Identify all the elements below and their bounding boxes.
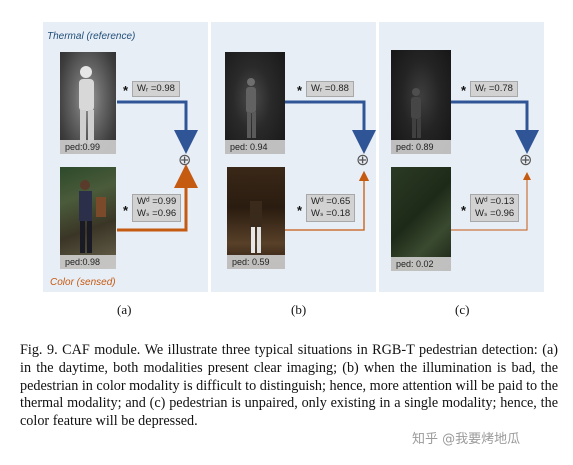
pedestrian-figure bbox=[79, 180, 106, 253]
wd-weight: Wᵈ =0.13 bbox=[475, 196, 515, 207]
subfigure-label-a: (a) bbox=[117, 302, 132, 317]
color-ped-score: ped: 0.02 bbox=[391, 257, 451, 271]
wt-weight-box: Wᵣ =0.78 bbox=[470, 81, 518, 97]
multiply-star: * bbox=[297, 203, 303, 218]
wt-weight-box: Wᵣ =0.88 bbox=[306, 81, 354, 97]
thermal-reference-label: Thermal (reference) bbox=[47, 31, 136, 42]
wd-ws-weight-box: Wᵈ =0.65 Wₛ =0.18 bbox=[306, 194, 356, 222]
multiply-star: * bbox=[123, 83, 129, 98]
ws-weight: Wₛ =0.18 bbox=[311, 208, 351, 219]
sum-operator: ⊕ bbox=[178, 150, 192, 169]
multiply-star: * bbox=[461, 83, 467, 98]
multiply-star: * bbox=[123, 203, 129, 218]
thermal-ped-score: ped: 0.94 bbox=[225, 140, 285, 154]
wd-ws-weight-box: Wᵈ =0.13 Wₛ =0.96 bbox=[470, 194, 520, 222]
thermal-image: ped: 0.89 bbox=[391, 50, 451, 154]
wt-weight-box: Wᵣ =0.98 bbox=[132, 81, 180, 97]
thermal-arrow bbox=[117, 100, 198, 154]
color-image: ped: 0.59 bbox=[227, 167, 285, 269]
color-arrow bbox=[285, 170, 370, 231]
color-image: ped:0.98 bbox=[60, 167, 116, 269]
figure-caption: Fig. 9. CAF module. We illustrate three … bbox=[20, 342, 558, 431]
pedestrian-figure bbox=[250, 201, 262, 253]
thermal-image: ped: 0.94 bbox=[225, 52, 285, 154]
thermal-image: ped:0.99 bbox=[60, 52, 116, 154]
subfigure-label-b: (b) bbox=[291, 302, 307, 317]
pedestrian-silhouette bbox=[411, 88, 421, 138]
subfigure-label-c: (c) bbox=[455, 302, 470, 317]
ws-weight: Wₛ =0.96 bbox=[475, 208, 515, 219]
ws-weight: Wₛ =0.96 bbox=[137, 208, 177, 219]
wt-weight: Wᵣ =0.98 bbox=[137, 83, 175, 94]
sum-operator: ⊕ bbox=[356, 150, 370, 169]
color-arrow bbox=[451, 172, 531, 231]
watermark: 知乎 @我要烤地瓜 bbox=[412, 432, 521, 447]
multiply-star: * bbox=[297, 83, 303, 98]
wd-ws-weight-box: Wᵈ =0.99 Wₛ =0.96 bbox=[132, 194, 182, 222]
color-arrow bbox=[117, 164, 198, 232]
pedestrian-silhouette bbox=[79, 66, 94, 144]
flow-arrows bbox=[117, 100, 539, 232]
color-ped-score: ped: 0.59 bbox=[227, 255, 285, 269]
color-ped-score: ped:0.98 bbox=[60, 255, 116, 269]
wd-weight: Wᵈ =0.99 bbox=[137, 196, 177, 207]
panel-a: Thermal (reference) ped:0.99 ped:0.98 Co… bbox=[43, 22, 208, 292]
thermal-arrow bbox=[285, 100, 376, 154]
thermal-ped-score: ped: 0.89 bbox=[391, 140, 451, 154]
thermal-ped-score: ped:0.99 bbox=[60, 140, 116, 154]
wd-weight: Wᵈ =0.65 bbox=[311, 196, 351, 207]
wt-weight: Wᵣ =0.78 bbox=[475, 83, 513, 94]
pedestrian-silhouette bbox=[246, 78, 256, 138]
wt-weight: Wᵣ =0.88 bbox=[311, 83, 349, 94]
panel-b: ped: 0.94 ped: 0.59 * Wᵣ =0.88 * Wᵈ =0.6… bbox=[211, 22, 376, 292]
color-sensed-label: Color (sensed) bbox=[50, 277, 116, 288]
thermal-arrow bbox=[451, 100, 539, 154]
color-image: ped: 0.02 bbox=[391, 167, 451, 271]
caption-text: Fig. 9. CAF module. We illustrate three … bbox=[20, 342, 558, 430]
sum-operator: ⊕ bbox=[519, 150, 533, 169]
panel-c: ped: 0.89 ped: 0.02 * Wᵣ =0.78 * Wᵈ =0.1… bbox=[379, 22, 544, 292]
multiply-star: * bbox=[461, 203, 467, 218]
